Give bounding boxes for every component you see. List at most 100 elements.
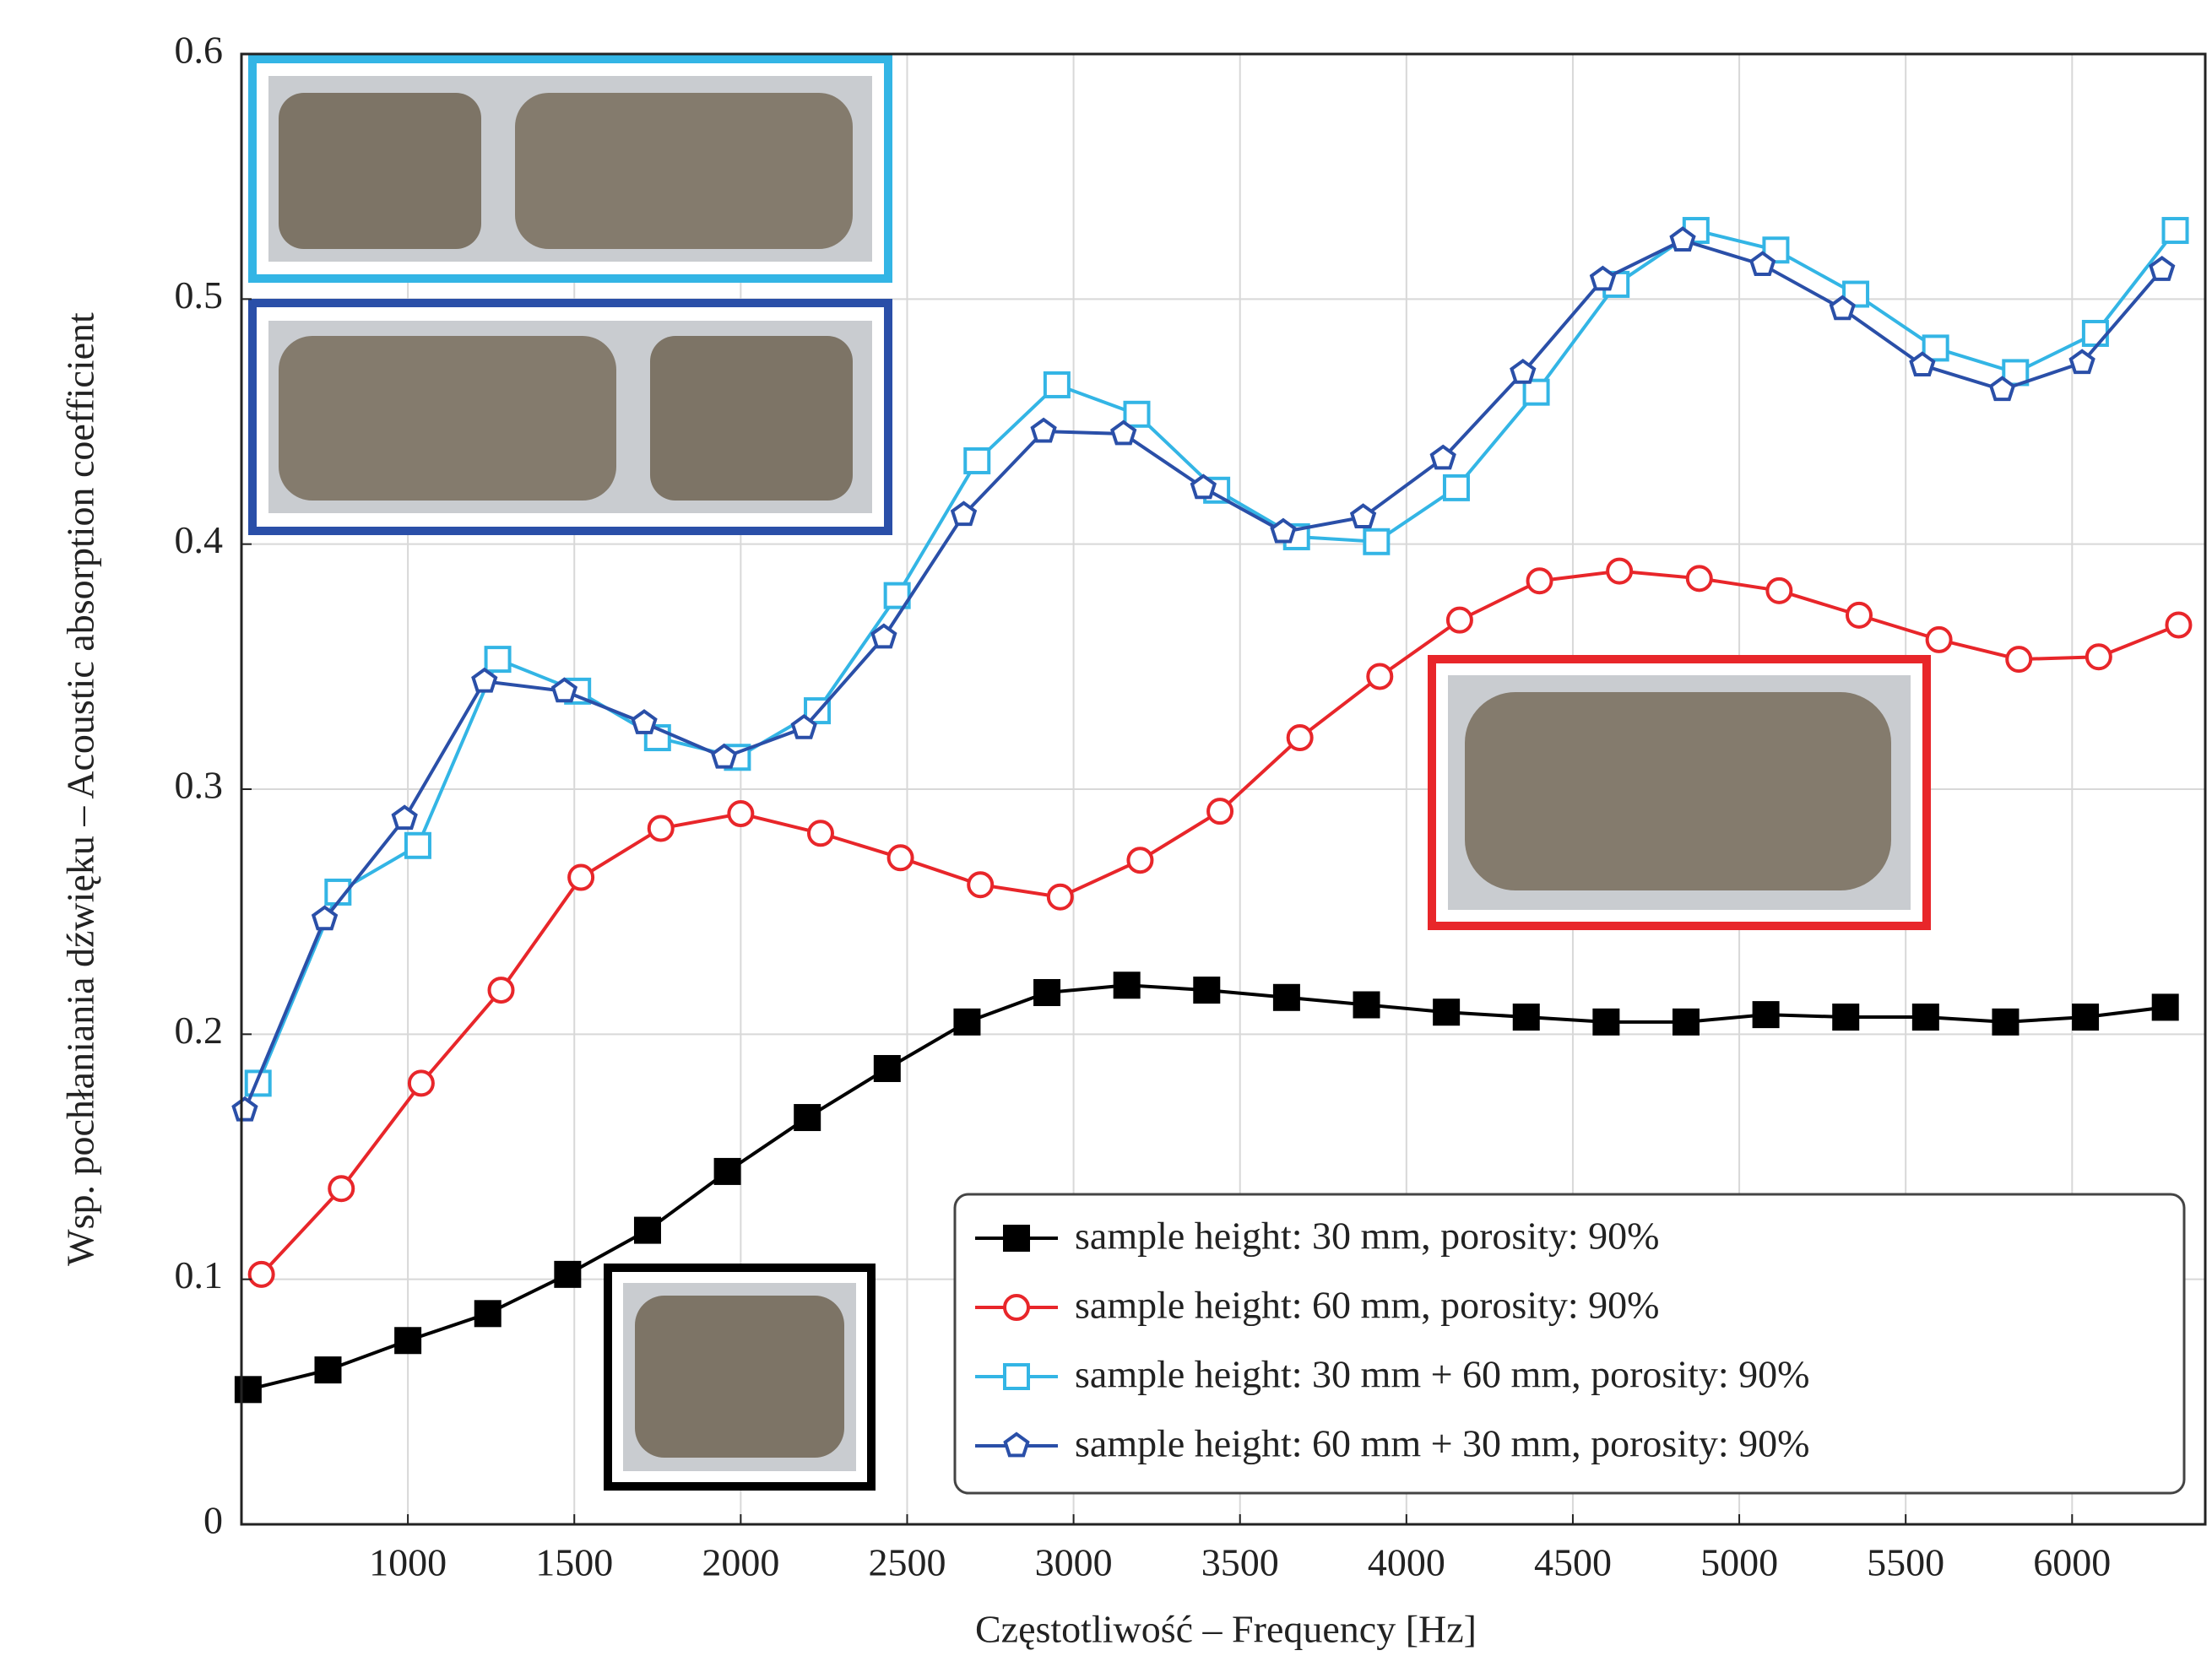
marker [870, 623, 897, 649]
marker [727, 800, 755, 828]
marker [1030, 417, 1057, 443]
marker [391, 804, 418, 831]
legend-label: sample height: 30 mm, porosity: 90% [1075, 1215, 1660, 1258]
marker [1272, 983, 1300, 1011]
marker [2151, 993, 2179, 1021]
marker [1033, 978, 1061, 1006]
marker [1589, 265, 1617, 291]
marker [967, 871, 995, 899]
series [231, 226, 2176, 1122]
x-tick-label: 4000 [1368, 1541, 1445, 1584]
x-tick-label: 6000 [2033, 1541, 2111, 1584]
marker [1845, 601, 1873, 629]
marker [1748, 251, 1776, 277]
x-tick-label: 2000 [702, 1541, 779, 1584]
marker [1353, 991, 1380, 1019]
marker [1046, 883, 1074, 911]
marker [1270, 517, 1297, 544]
legend-marker [1003, 1363, 1030, 1390]
marker [234, 1376, 262, 1404]
marker [710, 743, 738, 769]
legend-marker [1003, 1225, 1030, 1252]
x-tick-label: 5000 [1700, 1541, 1778, 1584]
marker [1512, 1004, 1540, 1031]
y-tick-label: 0.5 [175, 273, 224, 317]
marker [1366, 663, 1394, 690]
marker [950, 501, 978, 527]
marker [1992, 1008, 2020, 1036]
marker [1911, 1004, 1939, 1031]
plot-frame [240, 52, 2207, 1526]
sample-photos [248, 55, 1931, 1491]
marker [806, 820, 834, 847]
marker [1190, 474, 1217, 500]
marker [1510, 358, 1537, 384]
x-tick-label: 1000 [369, 1541, 447, 1584]
marker [474, 1300, 501, 1328]
marker [1206, 798, 1234, 825]
marker [487, 977, 515, 1004]
marker [404, 831, 431, 859]
y-tick-label: 0 [203, 1499, 223, 1542]
legend-box [953, 1193, 2186, 1495]
marker [1442, 474, 1470, 501]
legend: sample height: 30 mm, porosity: 90% sampl… [953, 1193, 2186, 1495]
marker [1363, 528, 1391, 555]
marker [1909, 351, 1936, 377]
marker [873, 1054, 901, 1082]
marker [963, 446, 991, 474]
legend-label: sample height: 30 mm + 60 mm, porosity: … [1075, 1353, 1810, 1396]
marker [794, 1104, 821, 1132]
y-tick-label: 0.2 [175, 1009, 224, 1052]
marker [1925, 625, 1953, 653]
marker [1592, 1008, 1620, 1036]
marker [1193, 977, 1221, 1004]
marker [2068, 349, 2095, 375]
marker [1765, 576, 1793, 604]
series [247, 557, 2193, 1288]
series [234, 971, 2179, 1404]
marker [311, 905, 339, 931]
marker [1126, 847, 1154, 874]
marker [631, 709, 658, 734]
legend-label: sample height: 60 mm, porosity: 90% [1075, 1284, 1660, 1327]
marker [484, 646, 512, 674]
marker [407, 1069, 435, 1097]
marker [1988, 376, 2016, 402]
marker [231, 1096, 258, 1122]
marker [1526, 567, 1553, 595]
y-tick-label: 0.6 [175, 29, 224, 72]
marker [2072, 1004, 2100, 1031]
marker [713, 1157, 741, 1185]
marker [633, 1216, 661, 1244]
marker [567, 863, 595, 891]
marker [2149, 256, 2176, 281]
x-tick-label: 2500 [868, 1541, 946, 1584]
marker [328, 1175, 355, 1203]
marker [790, 713, 817, 739]
marker [1110, 419, 1137, 446]
marker [394, 1327, 422, 1355]
photo-sample [650, 336, 853, 501]
marker [647, 814, 675, 842]
y-tick-label: 0.3 [175, 764, 224, 807]
legend-label: sample height: 60 mm + 30 mm, porosity: … [1075, 1422, 1810, 1465]
marker [1123, 400, 1151, 428]
marker [1349, 503, 1377, 529]
marker [2085, 643, 2112, 671]
marker [1113, 971, 1141, 999]
x-tick-label: 1500 [535, 1541, 613, 1584]
marker [247, 1260, 275, 1288]
marker [1286, 724, 1314, 752]
marker [1606, 557, 1634, 585]
marker [1043, 371, 1071, 398]
marker [1685, 565, 1713, 593]
marker [1669, 226, 1696, 252]
marker [550, 677, 578, 703]
marker [554, 1260, 582, 1288]
marker [1832, 1004, 1860, 1031]
photo-sample [635, 1296, 844, 1458]
marker [1433, 998, 1461, 1026]
legend-marker [1003, 1431, 1030, 1458]
